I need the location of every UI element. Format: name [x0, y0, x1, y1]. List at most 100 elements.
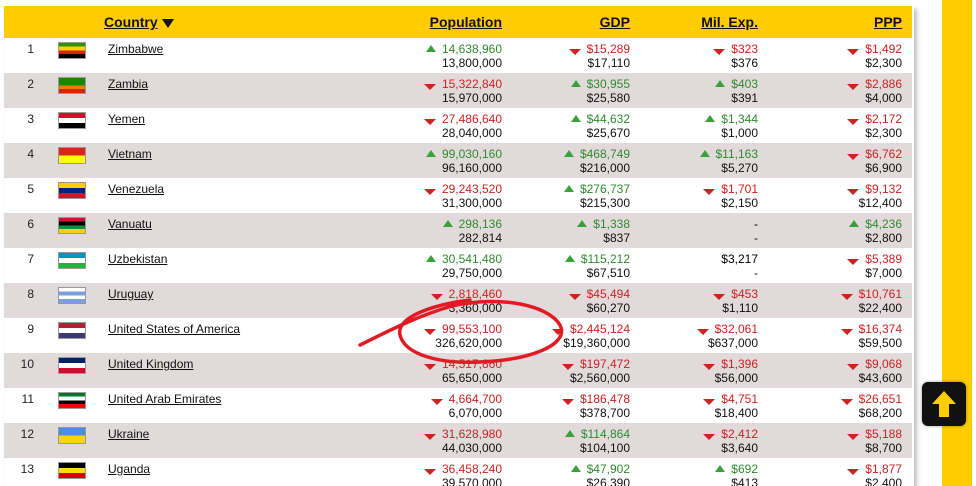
- ppp-cell: $4,236 $2,800: [768, 213, 912, 248]
- population-current-text: 14,638,960: [441, 42, 502, 56]
- table-row: 11 United Arab Emirates 4,664,700 6,070,000…: [4, 388, 912, 423]
- ppp-cell: $1,877 $2,400: [768, 458, 912, 486]
- table-row: 8 Uruguay 2,818,460 3,360,000 $45,494 $60,270…: [4, 283, 912, 318]
- mil-exp-current-value: -: [640, 217, 758, 231]
- scroll-to-top-button[interactable]: [922, 382, 966, 426]
- country-link[interactable]: Uruguay: [108, 287, 154, 301]
- trend-up-icon: [564, 255, 575, 262]
- country-stats-table-container: Country Population GDP Mil. Exp. PPP 1 Zi…: [4, 6, 914, 486]
- population-reference-value: 3,360,000: [448, 301, 502, 315]
- ppp-reference-value: $43,600: [858, 371, 902, 385]
- country-link[interactable]: Yemen: [108, 112, 145, 126]
- country-link[interactable]: Uganda: [108, 462, 151, 476]
- country-link[interactable]: Venezuela: [108, 182, 165, 196]
- column-header-population[interactable]: Population: [429, 14, 502, 30]
- gdp-reference-value: $378,700: [579, 406, 630, 420]
- population-cell: 99,553,100 326,620,000: [332, 318, 512, 353]
- country-link[interactable]: Zimbabwe: [108, 42, 164, 56]
- column-header-country[interactable]: Country: [102, 6, 332, 38]
- ppp-reference-value: $2,400: [865, 476, 902, 486]
- mil-exp-reference-value: -: [754, 266, 758, 280]
- ppp-current-text: $5,188: [865, 427, 902, 441]
- rank-cell: 9: [27, 322, 34, 336]
- ppp-reference-value: $6,900: [865, 161, 902, 175]
- country-name-cell: Zimbabwe: [102, 38, 332, 73]
- country-name-cell: United States of America: [102, 318, 332, 353]
- rank-cell: 12: [20, 427, 34, 441]
- country-link[interactable]: Vanuatu: [108, 217, 152, 231]
- population-reference-value: 44,030,000: [441, 441, 502, 455]
- table-row: 10 United Kingdom 14,517,860 65,650,000 $197…: [4, 353, 912, 388]
- mil-exp-current-text: $692: [731, 462, 758, 476]
- gdp-reference-value: $215,300: [579, 196, 630, 210]
- ppp-reference-value: $2,300: [865, 126, 902, 140]
- column-header-mil-exp[interactable]: Mil. Exp.: [701, 14, 758, 30]
- gdp-current-text: $276,737: [579, 182, 630, 196]
- ppp-current-value: $10,761: [768, 287, 902, 301]
- ppp-current-value: $1,877: [768, 462, 902, 476]
- mil-exp-current-value: $3,217: [640, 252, 758, 266]
- country-link[interactable]: Zambia: [108, 77, 149, 91]
- trend-up-icon: [577, 220, 588, 227]
- flag-cell: [42, 38, 102, 73]
- country-link[interactable]: United Kingdom: [108, 357, 194, 371]
- ppp-reference-value: $59,500: [858, 336, 902, 350]
- trend-down-icon: [847, 469, 860, 475]
- ppp-current-value: $2,172: [768, 112, 902, 126]
- country-stats-table: Country Population GDP Mil. Exp. PPP 1 Zi…: [4, 6, 912, 486]
- gdp-current-value: $197,472: [512, 357, 630, 371]
- table-row: 12 Ukraine 31,628,980 44,030,000 $114,864 $10…: [4, 423, 912, 458]
- country-link[interactable]: United Arab Emirates: [108, 392, 222, 406]
- country-link[interactable]: United States of America: [108, 322, 241, 336]
- column-header-gdp[interactable]: GDP: [599, 14, 630, 30]
- gdp-cell: $15,289 $17,110: [512, 38, 640, 73]
- trend-down-icon: [703, 189, 716, 195]
- mil-exp-current-text: $323: [731, 42, 758, 56]
- trend-up-icon: [570, 465, 581, 472]
- trend-down-icon: [430, 399, 443, 405]
- trend-down-icon: [423, 434, 436, 440]
- country-link[interactable]: Uzbekistan: [108, 252, 168, 266]
- mil-exp-current-text: $1,701: [721, 182, 758, 196]
- trend-up-icon: [849, 220, 860, 227]
- population-current-value: 14,517,860: [332, 357, 502, 371]
- mil-exp-current-text: $1,396: [721, 357, 758, 371]
- country-name-cell: Zambia: [102, 73, 332, 108]
- trend-down-icon: [703, 399, 716, 405]
- ppp-cell: $26,651 $68,200: [768, 388, 912, 423]
- table-row: 9 United States of America 99,553,100 326,6…: [4, 318, 912, 353]
- trend-down-icon: [703, 434, 716, 440]
- gdp-cell: $1,338 $837: [512, 213, 640, 248]
- trend-down-icon: [847, 364, 860, 370]
- mil-exp-current-text: $453: [731, 287, 758, 301]
- country-link[interactable]: Vietnam: [108, 147, 152, 161]
- mil-exp-cell: $1,344 $1,000: [640, 108, 768, 143]
- mil-exp-current-text: $11,163: [715, 147, 759, 161]
- mil-exp-current-text: -: [754, 217, 758, 231]
- country-link[interactable]: Ukraine: [108, 427, 150, 441]
- ppp-current-text: $6,762: [865, 147, 902, 161]
- table-row: 7 Uzbekistan 30,541,480 29,750,000 $115,212 $…: [4, 248, 912, 283]
- mil-exp-reference-value: $391: [731, 91, 758, 105]
- column-header-ppp[interactable]: PPP: [873, 14, 902, 30]
- trend-up-icon: [715, 80, 726, 87]
- trend-down-icon: [423, 364, 436, 370]
- trend-down-icon: [430, 294, 443, 300]
- flag-cell: [42, 318, 102, 353]
- gdp-current-value: $45,494: [512, 287, 630, 301]
- trend-up-icon: [705, 115, 716, 122]
- population-cell: 15,322,840 15,970,000: [332, 73, 512, 108]
- gdp-reference-value: $216,000: [579, 161, 630, 175]
- ppp-current-value: $16,374: [768, 322, 902, 336]
- mil-exp-cell: $3,217-: [640, 248, 768, 283]
- ppp-cell: $5,188 $8,700: [768, 423, 912, 458]
- gdp-current-text: $1,338: [593, 217, 630, 231]
- population-current-text: 298,136: [458, 217, 502, 231]
- population-current-text: 2,818,460: [448, 287, 502, 301]
- flag-icon: [58, 112, 86, 129]
- population-cell: 14,638,960 13,800,000: [332, 38, 512, 73]
- population-current-value: 29,243,520: [332, 182, 502, 196]
- trend-up-icon: [699, 150, 710, 157]
- trend-up-icon: [425, 45, 436, 52]
- mil-exp-cell: --: [640, 213, 768, 248]
